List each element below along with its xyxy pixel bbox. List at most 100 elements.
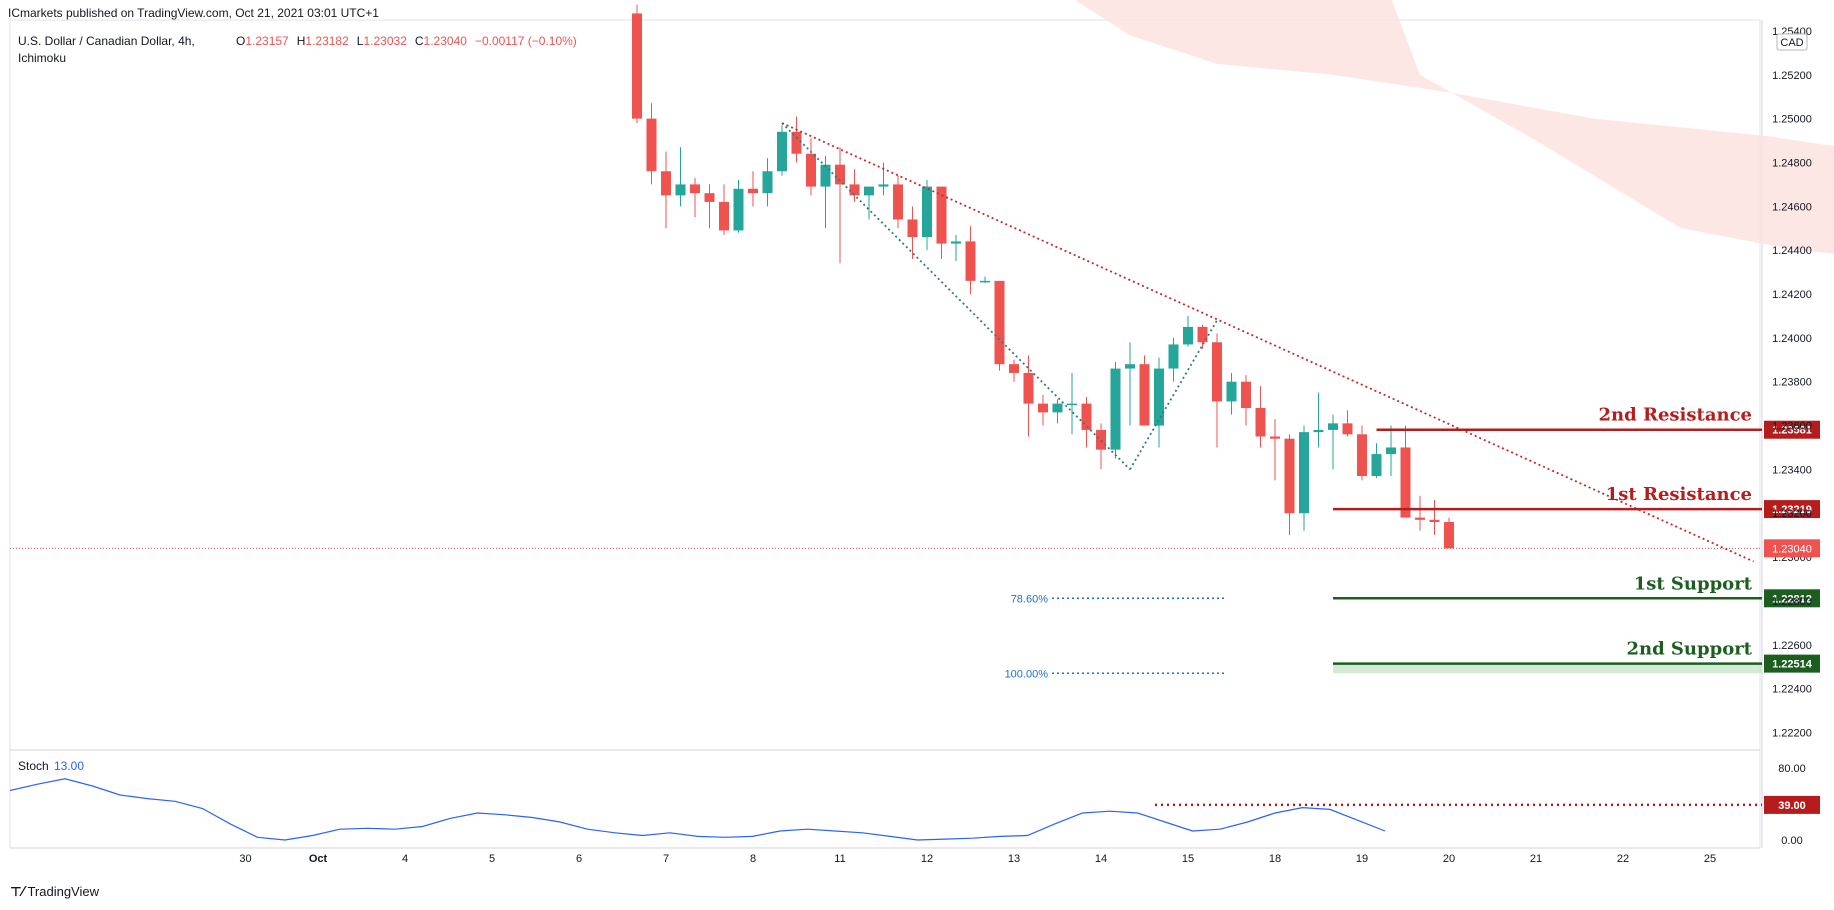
candle-body	[1081, 403, 1092, 430]
candle-body	[632, 13, 642, 119]
level-price-text: 1.22514	[1772, 659, 1813, 671]
level-price-text: 1.23219	[1772, 504, 1812, 516]
candle-body	[1212, 342, 1222, 402]
current-price-text: 1.23040	[1772, 543, 1812, 555]
stoch-tick-label: 0.00	[1781, 835, 1802, 847]
plot-frame	[9, 19, 1761, 849]
candle-body	[907, 219, 918, 238]
candle-body	[835, 164, 845, 185]
candle-body	[806, 153, 816, 187]
candle-body	[733, 188, 744, 231]
candle-body	[1284, 438, 1295, 514]
current-price-tag	[1764, 539, 1820, 558]
support-zone	[1333, 663, 1762, 674]
candle-body	[951, 241, 961, 244]
y-tick-label: 1.25200	[1772, 70, 1812, 82]
candle-body	[1067, 403, 1077, 406]
x-tick-label: 4	[402, 853, 408, 865]
x-tick-label: 15	[1182, 853, 1194, 865]
x-tick-label: 6	[576, 853, 582, 865]
candle-body	[1313, 429, 1324, 433]
level-label: 2nd Resistance	[1599, 405, 1752, 426]
candle-body	[1342, 423, 1353, 435]
x-tick-label: 19	[1356, 853, 1368, 865]
candle-body	[1023, 372, 1034, 404]
candle-body	[661, 171, 671, 196]
x-tick-label: 20	[1443, 853, 1455, 865]
ichimoku-cloud	[1074, 0, 1834, 254]
y-tick-label: 1.24000	[1772, 333, 1812, 345]
candle-body	[1386, 447, 1396, 455]
currency-badge	[1776, 33, 1808, 51]
x-tick-label: 30	[239, 853, 251, 865]
level-price-text: 1.23581	[1772, 425, 1812, 437]
candle-body	[864, 186, 874, 196]
y-tick-label: 1.25000	[1772, 114, 1812, 126]
candle-body	[1009, 364, 1019, 373]
stoch-value: 13.00	[54, 759, 84, 773]
candle-body	[1110, 368, 1121, 450]
x-tick-label: 22	[1617, 853, 1629, 865]
indicator-name[interactable]: Ichimoku	[18, 51, 67, 65]
y-tick-label: 1.23200	[1772, 508, 1812, 520]
candle-body	[1429, 519, 1440, 523]
stoch-label: Stoch	[18, 759, 49, 773]
candle-body	[878, 184, 889, 187]
y-tick-label: 1.23400	[1772, 464, 1812, 476]
candle-body	[1357, 434, 1367, 476]
candle-body	[1038, 403, 1048, 413]
candle-body	[646, 118, 657, 172]
fib-label: 78.60%	[1011, 593, 1049, 605]
y-tick-label: 1.22800	[1772, 596, 1812, 608]
candle-body	[1255, 408, 1266, 437]
level-label: 1st Resistance	[1606, 484, 1752, 505]
ohlc-item: L1.23032	[356, 34, 407, 48]
ohlc-item: O1.23157	[236, 34, 289, 48]
y-tick-label: 1.22600	[1772, 640, 1812, 652]
candle-body	[1096, 429, 1106, 450]
currency-badge-text: CAD	[1780, 37, 1803, 49]
candle-body	[1400, 447, 1411, 518]
level-price-tag	[1764, 654, 1820, 673]
level-label: 1st Support	[1634, 573, 1753, 594]
level-price-tag	[1764, 500, 1820, 519]
candle-body	[893, 184, 903, 220]
candle-body	[1371, 454, 1382, 476]
x-tick-label: 14	[1095, 853, 1107, 865]
y-tick-label: 1.24200	[1772, 289, 1812, 301]
candle-body	[849, 184, 860, 196]
candle-body	[1241, 381, 1251, 409]
y-tick-label: 1.22400	[1772, 684, 1812, 696]
candle-body	[1299, 432, 1309, 514]
candle-body	[922, 186, 932, 238]
y-tick-label: 1.23600	[1772, 421, 1812, 433]
candle-body	[1139, 364, 1150, 426]
candle-body	[719, 201, 729, 231]
y-tick-label: 1.24600	[1772, 201, 1812, 213]
ohlc-readout: O1.23157 H1.23182 L1.23032 C1.23040 −0.00117…	[236, 34, 585, 48]
ohlc-item: H1.23182	[296, 34, 349, 48]
stoch-level-text: 39.00	[1778, 800, 1806, 812]
level-price-tag	[1764, 589, 1820, 608]
stoch-level-tag	[1764, 795, 1820, 814]
x-tick-label: 11	[834, 853, 845, 865]
candle-body	[965, 241, 976, 281]
symbol-title[interactable]: U.S. Dollar / Canadian Dollar, 4h,	[18, 34, 195, 48]
ohlc-item: C1.23040	[414, 34, 467, 48]
y-tick-label: 1.24800	[1772, 157, 1812, 169]
x-tick-label: 7	[663, 853, 669, 865]
tradingview-logo-text: TradingView	[27, 884, 99, 899]
candle-body	[994, 280, 1005, 365]
x-tick-label: 5	[489, 853, 495, 865]
x-tick-label: 12	[921, 853, 933, 865]
fib-label: 100.00%	[1005, 668, 1049, 680]
stoch-tick-label: 80.00	[1778, 763, 1806, 775]
tradingview-logo[interactable]: ⊤⁄ TradingView	[10, 884, 99, 900]
candle-body	[748, 188, 758, 194]
candle-body	[1052, 403, 1063, 413]
level-label: 2nd Support	[1626, 639, 1752, 660]
candle-body	[1168, 344, 1179, 369]
candle-body	[777, 131, 787, 172]
x-tick-label: 13	[1008, 853, 1020, 865]
